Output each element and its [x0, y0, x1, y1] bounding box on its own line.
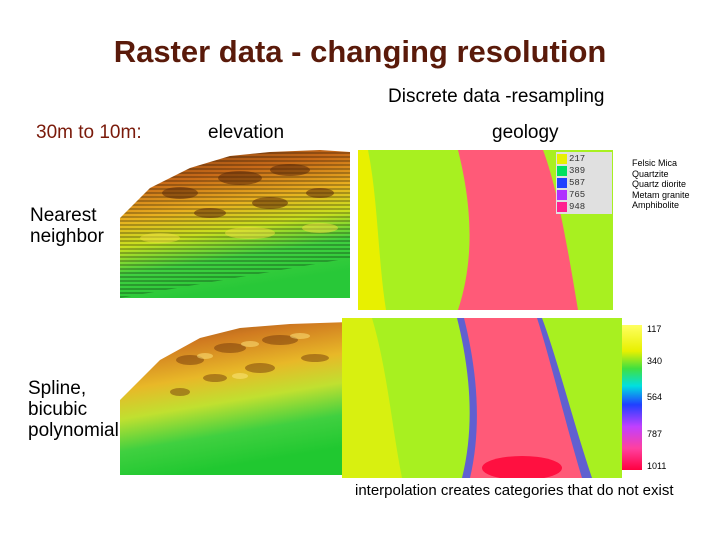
legend-code: 587: [569, 178, 586, 188]
geology-legend-swatches: [557, 154, 567, 212]
geology-spline-map: [342, 318, 622, 478]
legend-label-quartz-diorite: Quartz diorite: [632, 179, 687, 189]
legend-code: 389: [569, 166, 586, 176]
legend-code: 765: [569, 190, 586, 200]
elevation-nearest-neighbor-image: [120, 148, 350, 298]
geology-column-label: geology: [492, 122, 559, 143]
colorbar-tick: 117: [647, 324, 662, 334]
colorbar-tick: 564: [647, 392, 663, 402]
colorbar-tick: 787: [647, 429, 663, 439]
elevation-column-label: elevation: [208, 122, 285, 143]
elevation-colorbar: [622, 325, 642, 470]
row-label-spline: Spline, bicubic polynomial: [28, 378, 119, 441]
legend-label-felsic-mica: Felsic Mica: [632, 158, 678, 168]
row-label-nearest-neighbor: Nearest neighbor: [30, 205, 104, 247]
colorbar-tick: 1011: [647, 461, 667, 471]
caption: interpolation creates categories that do…: [355, 482, 674, 499]
elevation-spline-image: [120, 320, 350, 475]
resolution-label: 30m to 10m:: [36, 122, 142, 143]
legend-code: 217: [569, 154, 586, 164]
slide-subtitle: Discrete data -resampling: [388, 86, 605, 107]
legend-codes: 217 389 587 765 948: [569, 153, 613, 213]
legend-label-quartzite: Quartzite: [632, 168, 669, 179]
legend-label-amphibolite: Amphibolite: [632, 200, 680, 210]
legend-label-metam-granite: Metam granite: [632, 189, 690, 200]
legend-labels: Felsic Mica Quartzite Quartz diorite Met…: [632, 158, 718, 211]
slide-title: Raster data - changing resolution: [113, 34, 607, 69]
legend-code: 948: [569, 202, 586, 212]
colorbar-tick: 340: [647, 356, 663, 366]
